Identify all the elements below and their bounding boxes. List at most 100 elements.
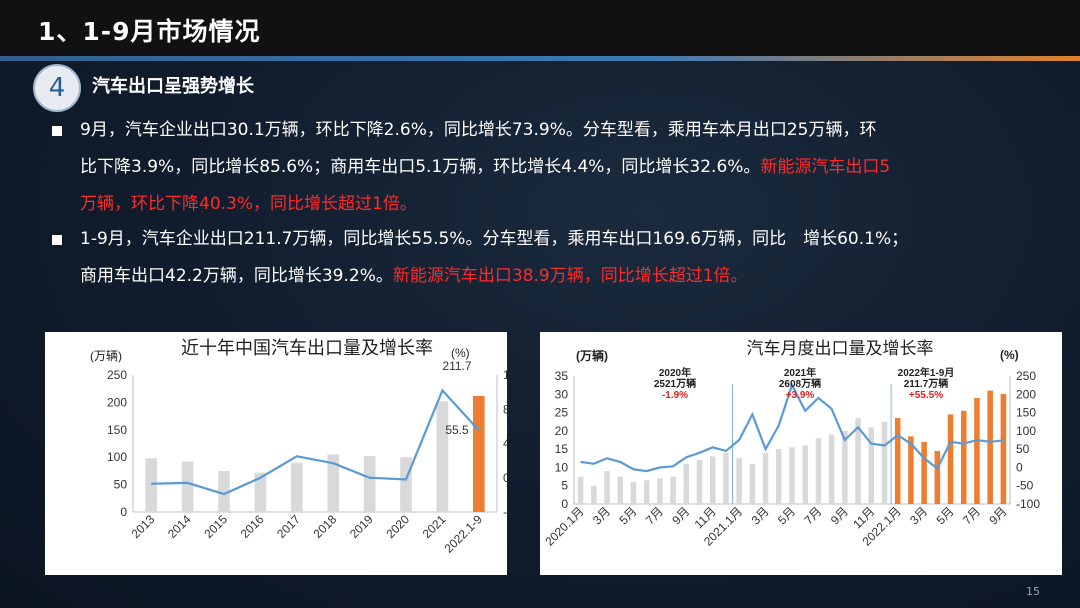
x-tick-label: 9月 (986, 504, 1009, 527)
left-tick-label: 25 (555, 406, 569, 420)
bar (802, 445, 808, 504)
left-tick-label: 30 (555, 387, 569, 401)
bar (974, 397, 980, 504)
left-tick-label: 0 (120, 505, 127, 519)
bar (842, 430, 848, 504)
bullet-1-line-1: 9月，汽车企业出口30.1万辆，环比下降2.6%，同比增长73.9%。分车型看，… (80, 120, 877, 140)
right-tick-label: -100 (1016, 497, 1040, 511)
title-bar (0, 0, 1080, 58)
right-axis-unit: (%) (451, 346, 470, 360)
bar (921, 441, 927, 504)
growth-rate-line (151, 388, 480, 496)
bar (881, 421, 888, 504)
bar (894, 418, 901, 504)
x-tick-label: 2019 (347, 512, 376, 541)
bar (868, 427, 875, 504)
right-axis-unit: (%) (1000, 348, 1019, 362)
monthly-export-chart: 汽车月度出口量及增长率 (万辆) (%) 0 5 10 15 20 25 30 35 -100 -50 0… (542, 339, 1040, 549)
title-underline (0, 56, 1080, 61)
right-tick-label: -50 (1016, 479, 1034, 493)
line-value-annotation: 55.5 (445, 423, 469, 437)
left-tick-label: 10 (555, 460, 569, 474)
period-annotation-line: 2521万辆 (654, 377, 696, 390)
bullet-1-line-2-red: 新能源汽车出口5 (760, 157, 891, 177)
bar (145, 458, 158, 512)
bar (709, 456, 716, 504)
x-tick-label: 2016 (238, 512, 267, 541)
x-tick-label: 2021 (420, 512, 449, 541)
bar (683, 463, 690, 504)
left-tick-label: 0 (561, 497, 568, 511)
bar (855, 418, 861, 504)
chart-title: 近十年中国汽车出口量及增长率 (181, 338, 433, 358)
left-tick-label: 200 (107, 395, 127, 409)
period-annotation-line: 2020年 (659, 366, 691, 379)
x-tick-label: 7月 (801, 504, 824, 527)
right-tick-label: 100 (1016, 424, 1036, 438)
left-tick-label: 250 (107, 368, 127, 382)
right-tick-label: 250 (1016, 369, 1036, 383)
bullet-1-line-2-white: 比下降3.9%，同比增长85.6%；商用车出口5.1万辆，环比增长4.4%，同比… (80, 157, 761, 177)
left-tick-label: 20 (555, 424, 569, 438)
x-tick-label: 7月 (960, 504, 983, 527)
x-tick-label: 2014 (165, 512, 194, 541)
bar (789, 447, 795, 504)
bar (815, 438, 822, 504)
bar (828, 434, 835, 504)
bullet-square-icon (52, 126, 62, 136)
bullet-1-line-3: 万辆，环比下降40.3%，同比增长超过1倍。 (80, 194, 417, 214)
period-annotation-line: 211.7万辆 (904, 377, 948, 390)
bar (436, 401, 449, 512)
bar (327, 454, 340, 512)
right-tick-label: 0 (503, 471, 507, 485)
x-tick-label: 5月 (775, 504, 798, 527)
bar (643, 480, 650, 504)
right-tick-label: 80 (503, 402, 507, 416)
x-tick-label: 5月 (934, 504, 957, 527)
left-axis-unit: (万辆) (576, 348, 608, 363)
x-tick-label: 2017 (274, 512, 303, 541)
left-tick-label: 50 (114, 478, 128, 492)
bar (630, 482, 637, 504)
bar (762, 452, 769, 504)
x-tick-label: 3月 (749, 504, 772, 527)
bullet-2-line-2-white: 商用车出口42.2万辆，同比增长39.2%。 (80, 266, 393, 286)
bar (657, 478, 663, 504)
x-tick-label: 9月 (828, 504, 851, 527)
period-annotation-line: 2021年 (784, 366, 816, 379)
chart-panel-monthly: 汽车月度出口量及增长率 (万辆) (%) 0 5 10 15 20 25 30 35 -100 -50 0… (540, 332, 1062, 575)
page-title: 1、1-9月市场情况 (38, 17, 261, 46)
right-tick-label: 50 (1016, 442, 1030, 456)
bar (776, 449, 782, 504)
x-tick-label: 2018 (311, 512, 340, 541)
right-tick-label: 150 (1016, 406, 1036, 420)
bar (934, 450, 941, 504)
period-annotation-change: +3.9% (786, 390, 815, 401)
bar (908, 436, 914, 504)
bullet-2-line-2: 商用车出口42.2万辆，同比增长39.2%。新能源汽车出口38.9万辆，同比增长… (80, 258, 1045, 295)
chart-panel-annual: 近十年中国汽车出口量及增长率 (万辆) (%) 0 50 100 150 200 250 -40 0… (45, 332, 523, 575)
period-annotation-change: -1.9% (662, 390, 688, 401)
period-annotation-line: 2022年1-9月 (898, 366, 955, 379)
growth-rate-line (580, 382, 1004, 473)
left-tick-label: 150 (107, 423, 127, 437)
bullet-square-icon (52, 235, 62, 245)
bar (987, 390, 993, 504)
bar (604, 471, 610, 504)
page-number: 15 (1026, 585, 1040, 598)
x-tick-label: 3月 (590, 504, 613, 527)
right-tick-label: 120 (503, 368, 507, 382)
bar (591, 485, 597, 504)
x-tick-label: 2020 (383, 512, 412, 541)
x-tick-label: 2013 (129, 512, 158, 541)
bullet-1-text: 9月，汽车企业出口30.1万辆，环比下降2.6%，同比增长73.9%。分车型看，… (80, 112, 1045, 223)
right-tick-label: -40 (503, 505, 507, 519)
bar (181, 461, 194, 512)
left-axis-unit: (万辆) (90, 349, 122, 363)
bar (617, 476, 624, 504)
bar (363, 456, 376, 512)
x-tick-label: 2015 (201, 512, 230, 541)
x-tick-label: 2022.1-9 (442, 512, 486, 556)
bar (290, 462, 303, 512)
chart-title: 汽车月度出口量及增长率 (747, 339, 934, 358)
